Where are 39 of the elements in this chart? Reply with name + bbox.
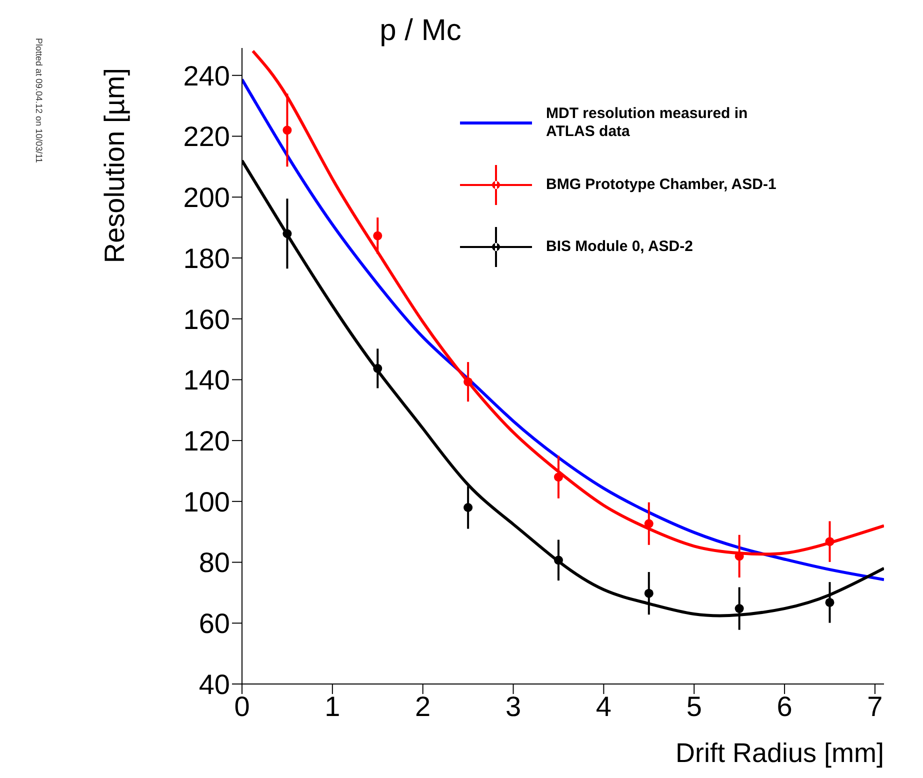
point xyxy=(282,126,292,135)
point xyxy=(644,588,654,598)
legend-label: BIS Module 0, ASD-2 xyxy=(546,238,694,256)
x-tick-label: 3 xyxy=(505,690,522,722)
point xyxy=(373,364,382,373)
y-axis-title: Resolution [µm] xyxy=(98,68,130,264)
y-tick-label: 140 xyxy=(183,364,230,396)
y-tick-label: 160 xyxy=(183,304,230,335)
y-tick-label: 180 xyxy=(183,242,230,274)
y-tick-label: 40 xyxy=(198,668,230,700)
y-tick-label: 220 xyxy=(183,121,230,152)
x-tick-label: 2 xyxy=(415,690,431,722)
y-tick-label: 100 xyxy=(183,486,230,518)
point xyxy=(825,598,834,607)
point xyxy=(554,472,563,482)
x-axis-title: Drift Radius [mm] xyxy=(675,738,884,768)
point xyxy=(554,556,563,565)
point xyxy=(825,537,834,546)
y-tick-label: 240 xyxy=(183,60,230,92)
x-tick-label: 7 xyxy=(867,690,883,722)
chart-title: p / Mc xyxy=(380,14,462,47)
side-note: Plotted at 09.04.12 on 10/03/11 xyxy=(34,38,44,163)
point xyxy=(464,503,473,512)
x-tick-label: 1 xyxy=(324,690,340,722)
x-tick-label: 6 xyxy=(776,690,792,722)
point xyxy=(373,231,382,240)
y-tick-label: 120 xyxy=(183,425,230,456)
point xyxy=(464,377,473,386)
y-tick-label: 60 xyxy=(198,608,230,640)
point xyxy=(282,229,292,238)
legend-label: MDT resolution measured in ATLAS data xyxy=(546,105,749,141)
point xyxy=(734,604,744,614)
legend-label: BMG Prototype Chamber, ASD-1 xyxy=(546,176,778,194)
y-tick-label: 80 xyxy=(198,547,230,578)
x-tick-label: 5 xyxy=(686,690,702,722)
x-tick-label: 4 xyxy=(596,690,612,722)
point xyxy=(644,519,654,528)
x-tick-label: 0 xyxy=(234,690,250,722)
y-tick-label: 200 xyxy=(183,182,230,214)
